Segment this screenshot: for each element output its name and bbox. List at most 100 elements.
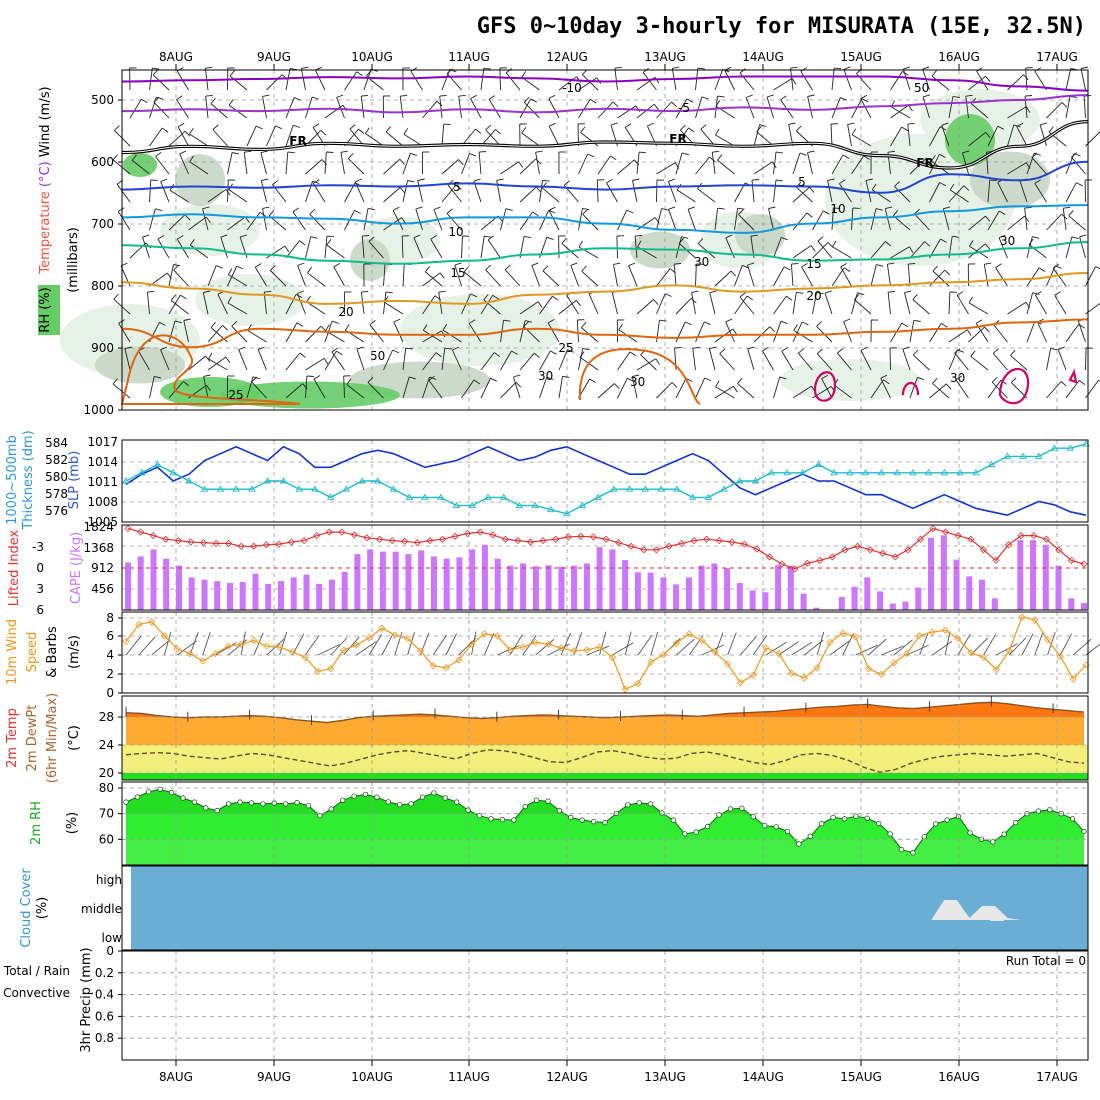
lifted-index-point-43 bbox=[665, 542, 673, 550]
upper-wind-barb bbox=[843, 69, 852, 91]
upper-wind-barb-flag bbox=[756, 126, 762, 133]
upper-wind-barb-flag bbox=[354, 209, 361, 214]
lifted-index-point-34 bbox=[552, 535, 560, 543]
upper-wind-barb bbox=[976, 70, 989, 91]
surface-wind-barb-47 bbox=[727, 632, 737, 656]
upper-wind-barb bbox=[734, 295, 748, 315]
cloud-tick-1: middle bbox=[81, 902, 122, 916]
upper-wind-barb bbox=[422, 352, 437, 371]
upper-wind-barb-flag bbox=[439, 94, 447, 97]
upper-wind-barb bbox=[146, 292, 150, 315]
rh-point-71 bbox=[933, 821, 939, 827]
upper-wind-barb bbox=[118, 322, 131, 343]
upper-wind-barb bbox=[675, 152, 683, 175]
upper-wind-barb bbox=[227, 265, 238, 287]
upper-wind-barb-flag bbox=[751, 179, 760, 181]
rh-point-49 bbox=[682, 831, 688, 837]
upper-wind-barb-flag bbox=[436, 100, 443, 107]
upper-wind-barb bbox=[971, 103, 989, 119]
upper-wind-barb bbox=[539, 180, 544, 203]
upper-wind-barb-flag bbox=[548, 209, 556, 214]
rh-shade-region-16 bbox=[945, 114, 995, 166]
surface-wind-barb-4 bbox=[176, 640, 197, 656]
lifted-index-line bbox=[127, 527, 1085, 570]
upper-wind-barb bbox=[548, 98, 560, 119]
bottom-day-label-2: 10AUG bbox=[351, 1070, 393, 1084]
isotherm--5 bbox=[121, 94, 1089, 114]
thickness-point-41 bbox=[767, 468, 775, 476]
upper-wind-barb-flag bbox=[546, 236, 554, 241]
top-day-label-3: 11AUG bbox=[448, 50, 490, 64]
upper-wind-barb bbox=[356, 348, 365, 371]
upper-wind-barb-flag bbox=[368, 236, 375, 242]
upper-wind-barb-flag bbox=[822, 210, 830, 215]
upper-wind-barb bbox=[739, 296, 755, 315]
wind-speed-point-18 bbox=[352, 641, 360, 649]
upper-wind-barb bbox=[441, 124, 445, 147]
upper-wind-barb bbox=[747, 264, 755, 287]
upper-wind-barb bbox=[692, 348, 696, 371]
thickness-point-27 bbox=[547, 505, 555, 513]
upper-wind-barb-flag bbox=[340, 150, 348, 153]
upper-wind-barb-flag bbox=[229, 70, 235, 77]
upper-wind-barb bbox=[1039, 124, 1047, 147]
upper-wind-barb bbox=[558, 76, 577, 91]
upper-wind-barb bbox=[461, 379, 475, 399]
upper-wind-barb bbox=[948, 349, 958, 371]
upper-wind-barb-flag bbox=[737, 207, 745, 210]
upper-wind-barb-flag bbox=[236, 265, 244, 270]
upper-wind-barb bbox=[851, 134, 872, 147]
upper-wind-barb-flag bbox=[963, 185, 970, 191]
lifted-index-point-29 bbox=[489, 531, 497, 539]
upper-wind-barb bbox=[795, 186, 813, 203]
upper-wind-barb-flag bbox=[435, 352, 442, 358]
upper-wind-barb bbox=[812, 292, 818, 315]
lifted-index-point-4 bbox=[174, 537, 182, 545]
upper-wind-barb bbox=[831, 207, 834, 231]
cape-bar-9 bbox=[239, 582, 246, 610]
cape-bar-60 bbox=[889, 603, 896, 610]
upper-wind-barb-flag bbox=[206, 384, 211, 392]
wind-speed-point-3 bbox=[160, 632, 168, 640]
cape-axis-label: CAPE (J/kg) bbox=[69, 532, 84, 604]
upper-wind-barb-flag bbox=[496, 178, 504, 181]
upper-wind-barb-flag bbox=[692, 346, 700, 349]
upper-wind-barb-flag bbox=[664, 293, 672, 297]
upper-wind-barb bbox=[831, 267, 845, 287]
isotherm-30-0 bbox=[813, 371, 837, 402]
upper-wind-barb-flag bbox=[361, 94, 369, 97]
upper-wind-barb bbox=[392, 210, 404, 231]
isotherm-30-2 bbox=[998, 367, 1030, 405]
upper-wind-barb-flag bbox=[1071, 236, 1079, 240]
upper-wind-barb bbox=[346, 384, 365, 399]
upper-wind-barb bbox=[202, 208, 209, 231]
isotherm-label--5-1: -5 bbox=[678, 101, 690, 115]
upper-wind-barb-flag bbox=[210, 321, 216, 328]
isotherm-label-25-13: 25 bbox=[558, 341, 573, 355]
upper-wind-barb-flag bbox=[495, 129, 502, 135]
lifted-index-point-60 bbox=[879, 549, 887, 557]
wind-speed-point-15 bbox=[314, 667, 322, 675]
lifted-index-point-64 bbox=[929, 524, 937, 533]
upper-wind-barb-flag bbox=[697, 67, 705, 70]
cape-bar-73 bbox=[1055, 565, 1062, 610]
upper-wind-barb-flag bbox=[174, 320, 182, 324]
upper-wind-barb-flag bbox=[903, 66, 911, 70]
upper-wind-barb-flag bbox=[922, 66, 930, 70]
upper-wind-barb bbox=[870, 208, 877, 231]
lifted-index-point-22 bbox=[401, 537, 409, 545]
temp-axis-label-2: 2m DewPt bbox=[25, 705, 40, 772]
upper-wind-barb bbox=[781, 350, 794, 371]
upper-wind-barb-flag bbox=[532, 211, 539, 217]
upper-wind-barb bbox=[962, 152, 969, 175]
lifted-index-point-48 bbox=[728, 538, 736, 546]
upper-wind-barb-flag bbox=[924, 241, 931, 247]
upper-wind-barb bbox=[413, 237, 423, 259]
cape-tick-0: 456 bbox=[91, 582, 114, 596]
upper-wind-barb-flag bbox=[533, 352, 540, 359]
upper-wind-barb-flag bbox=[458, 159, 464, 166]
lifted-index-point-26 bbox=[451, 532, 459, 540]
upper-wind-barb bbox=[588, 293, 599, 315]
isotherm-5 bbox=[121, 160, 1089, 194]
upper-wind-barb bbox=[1007, 162, 1027, 175]
